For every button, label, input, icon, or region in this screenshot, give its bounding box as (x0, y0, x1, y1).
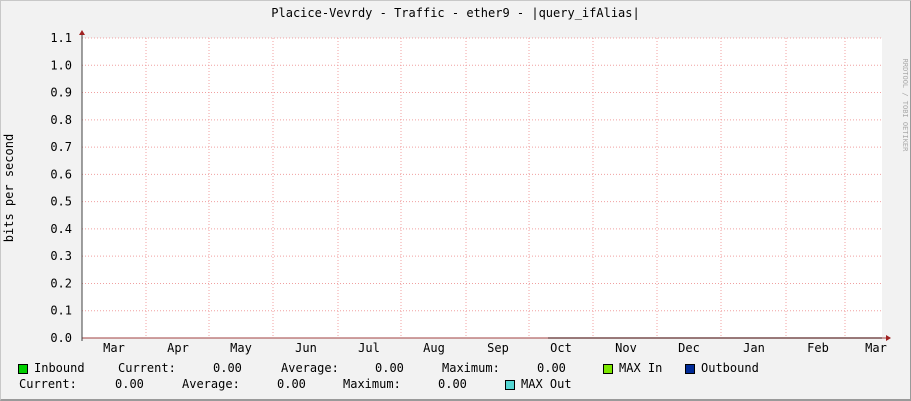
inbound-swatch (18, 364, 28, 374)
outbound-current-label: Current: (19, 377, 77, 391)
x-tick-label: Jul (358, 341, 380, 355)
x-tick-label: Nov (615, 341, 637, 355)
y-tick-label: 0.7 (50, 140, 72, 154)
legend-max-in: MAX In (619, 361, 663, 375)
chart-title: Placice-Vevrdy - Traffic - ether9 - |que… (271, 6, 640, 20)
legend-outbound: Outbound (701, 361, 759, 375)
x-tick-label: Feb (807, 341, 829, 355)
inbound-current-label: Current: (118, 361, 176, 375)
x-tick-label: Oct (550, 341, 572, 355)
y-tick-label: 0.5 (50, 195, 72, 209)
outbound-maximum-label: Maximum: (343, 377, 401, 391)
y-tick-label: 0.6 (50, 167, 72, 181)
x-tick-label: Mar (865, 341, 887, 355)
outbound-swatch (685, 364, 695, 374)
legend-max-out: MAX Out (521, 377, 572, 391)
y-tick-label: 1.0 (50, 58, 72, 72)
y-tick-label: 1.1 (50, 31, 72, 45)
outbound-average-label: Average: (182, 377, 240, 391)
y-tick-label: 0.8 (50, 113, 72, 127)
y-tick-label: 0.0 (50, 331, 72, 345)
y-tick-label: 0.1 (50, 304, 72, 318)
y-tick-label: 0.2 (50, 276, 72, 290)
legend-inbound: Inbound (34, 361, 85, 375)
x-tick-label: May (230, 341, 252, 355)
x-tick-label: Sep (487, 341, 509, 355)
outbound-maximum: 0.00 (438, 377, 467, 391)
max-out-swatch (505, 380, 515, 390)
inbound-average-label: Average: (281, 361, 339, 375)
max-in-swatch (603, 364, 613, 374)
x-tick-label: Jan (743, 341, 765, 355)
x-tick-label: Mar (103, 341, 125, 355)
watermark: RRDTOOL / TOBI OETIKER (901, 58, 909, 152)
y-tick-label: 0.9 (50, 86, 72, 100)
outbound-current: 0.00 (115, 377, 144, 391)
x-tick-label: Jun (295, 341, 317, 355)
inbound-current: 0.00 (213, 361, 242, 375)
x-tick-label: Apr (167, 341, 189, 355)
outbound-average: 0.00 (277, 377, 306, 391)
y-tick-label: 0.3 (50, 249, 72, 263)
inbound-maximum-label: Maximum: (442, 361, 500, 375)
x-axis-arrow (886, 335, 891, 341)
plot-background (82, 38, 882, 338)
x-tick-label: Dec (678, 341, 700, 355)
y-tick-label: 0.4 (50, 222, 72, 236)
y-axis-arrow (79, 30, 85, 35)
inbound-maximum: 0.00 (537, 361, 566, 375)
inbound-average: 0.00 (375, 361, 404, 375)
y-axis-label: bits per second (2, 133, 16, 243)
x-tick-label: Aug (423, 341, 445, 355)
